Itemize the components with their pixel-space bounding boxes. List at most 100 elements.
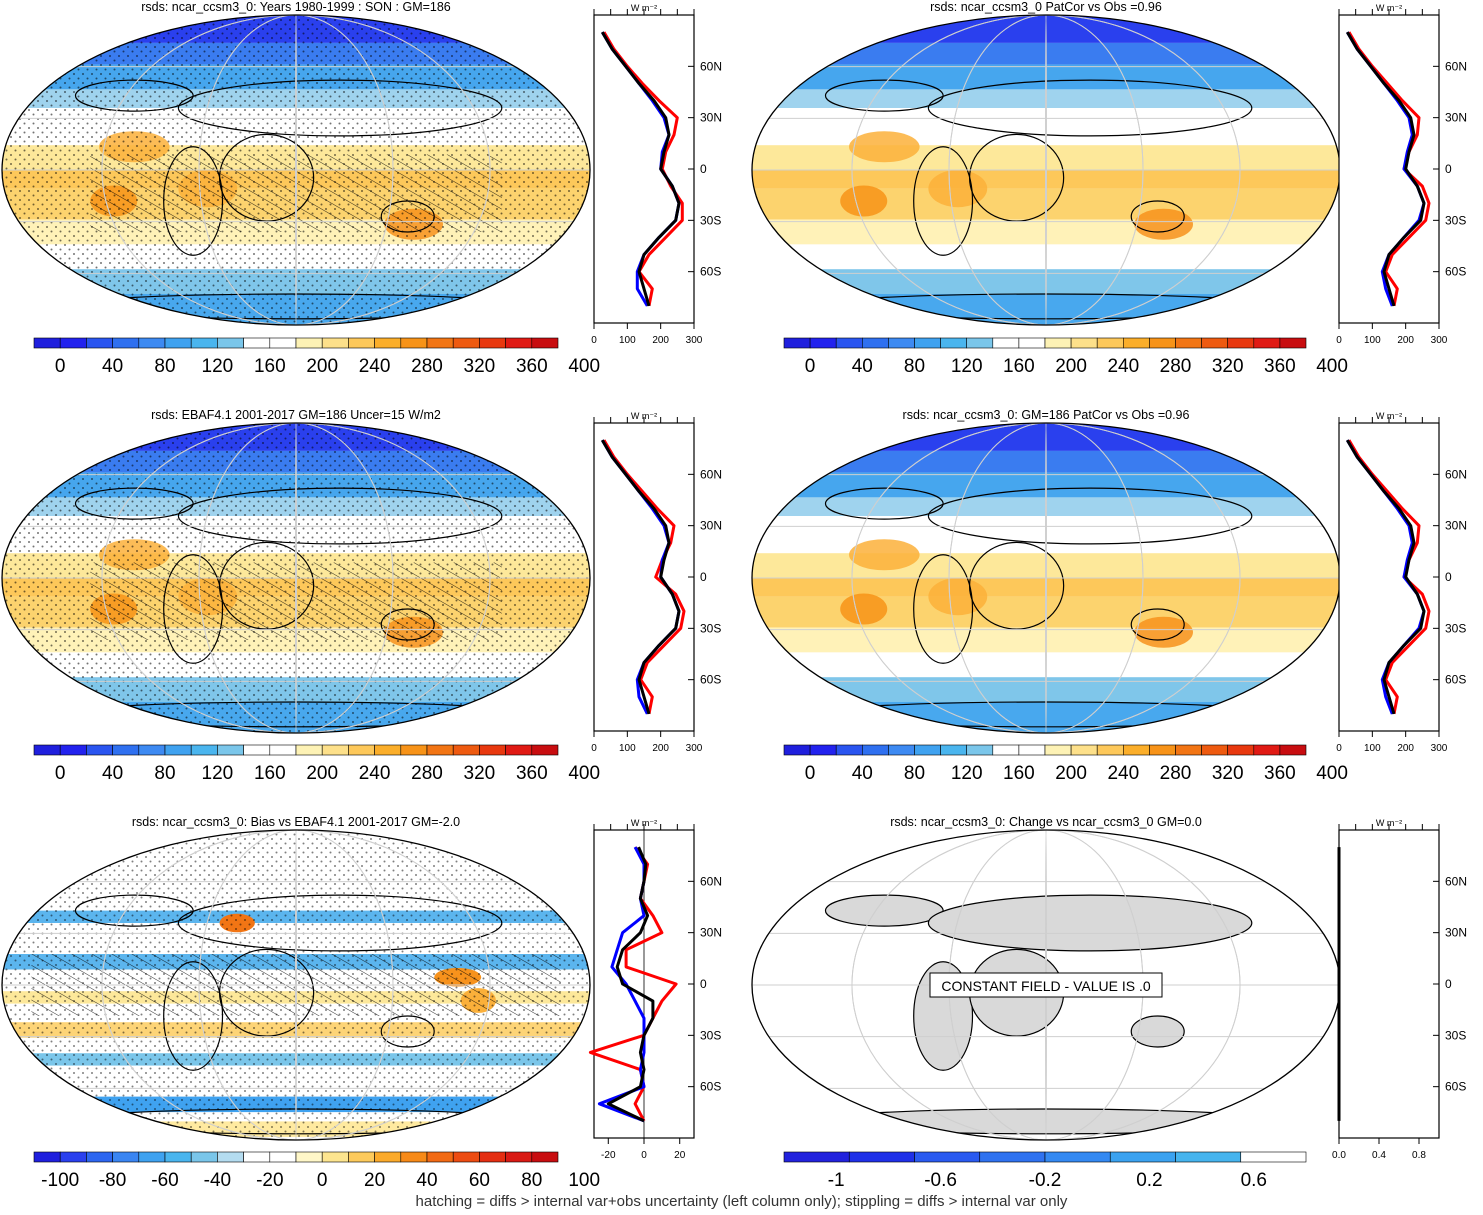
colorbar-segment bbox=[269, 744, 297, 756]
colorbar-segment bbox=[243, 744, 271, 756]
zonal-profile: W m⁻² 60N 30N 0 30S 60S 0 100 200 300 bbox=[591, 411, 722, 754]
colorbar-label: 200 bbox=[1055, 763, 1087, 784]
profile-x-label: 100 bbox=[1364, 335, 1381, 346]
profile-unit: W m⁻² bbox=[1376, 411, 1402, 421]
colorbar-segment bbox=[138, 744, 166, 756]
map-panel: rsds: ncar_ccsm3_0: GM=186 PatCor vs Obs… bbox=[751, 408, 1341, 734]
colorbar-segment bbox=[1175, 744, 1202, 756]
colorbar-segment bbox=[190, 1151, 218, 1163]
graticule-meridian bbox=[295, 423, 297, 733]
colorbar-segment bbox=[295, 744, 323, 756]
map-fill-group bbox=[2, 15, 590, 325]
graticule-meridian bbox=[948, 423, 1144, 733]
continent-outline bbox=[1130, 608, 1185, 641]
colorbar-segment bbox=[1044, 744, 1072, 756]
profile-lat-label: 60S bbox=[1445, 265, 1466, 279]
profile-lat-label: 60S bbox=[1445, 1080, 1466, 1094]
colorbar-segment bbox=[374, 1151, 402, 1163]
colorbar-label: 120 bbox=[951, 356, 983, 377]
colorbar-segment bbox=[1279, 744, 1307, 756]
colorbar-label: 240 bbox=[1107, 356, 1139, 377]
colorbar-segment bbox=[888, 744, 915, 756]
colorbar-label: 0 bbox=[805, 763, 816, 784]
colorbar-segment bbox=[138, 337, 166, 349]
colorbar-segment bbox=[33, 337, 61, 349]
colorbar: 0 40 80 120 160 200 240 280 320 360 400 bbox=[33, 744, 600, 784]
colorbar-segment bbox=[164, 1151, 192, 1163]
profile-unit: W m⁻² bbox=[631, 818, 657, 828]
colorbar-label: 400 bbox=[568, 763, 600, 784]
colorbar-segment bbox=[426, 337, 454, 349]
graticule-meridian bbox=[198, 423, 394, 733]
profile-lat-label: 60S bbox=[700, 673, 721, 687]
profile-x-label: 300 bbox=[686, 743, 703, 754]
colorbar-label: 240 bbox=[1107, 763, 1139, 784]
colorbar: -1 -0.6 -0.2 0.2 0.6 bbox=[783, 1151, 1307, 1191]
profile-series-line bbox=[1346, 439, 1426, 715]
colorbar-segment bbox=[505, 744, 533, 756]
zonal-profile: W m⁻² 60N 30N 0 30S 60S 0 100 200 300 bbox=[1336, 3, 1467, 346]
profile-unit: W m⁻² bbox=[1376, 818, 1402, 828]
colorbar-segment bbox=[531, 744, 559, 756]
colorbar-label: -20 bbox=[256, 1170, 283, 1191]
profile-x-label: 0 bbox=[591, 335, 597, 346]
colorbar-label: 160 bbox=[254, 356, 286, 377]
colorbar-label: 40 bbox=[102, 763, 123, 784]
colorbar-label: 40 bbox=[102, 356, 123, 377]
colorbar-segment bbox=[321, 1151, 349, 1163]
colorbar-segment bbox=[940, 744, 967, 756]
profile-x-label: 100 bbox=[619, 743, 636, 754]
colorbar-label: -0.2 bbox=[1029, 1170, 1062, 1191]
map-fill-group bbox=[752, 423, 1340, 733]
continent-outline bbox=[927, 894, 1253, 952]
colorbar-segment bbox=[1109, 1151, 1176, 1163]
colorbar-segment bbox=[59, 337, 87, 349]
map-anomaly-blob bbox=[840, 593, 888, 625]
zonal-profile: W m⁻² 60N 30N 0 30S 60S 0.0 0.4 0.8 bbox=[1332, 818, 1467, 1161]
profile-frame bbox=[593, 14, 695, 324]
continent-outline bbox=[380, 200, 435, 233]
colorbar-segment bbox=[1123, 744, 1150, 756]
colorbar-label: 160 bbox=[1003, 763, 1035, 784]
colorbar-segment bbox=[505, 337, 533, 349]
map-panel: rsds: ncar_ccsm3_0 PatCor vs Obs =0.96 bbox=[751, 0, 1341, 326]
colorbar-segment bbox=[400, 1151, 428, 1163]
colorbar-label: 320 bbox=[464, 763, 496, 784]
profile-x-label: 0.8 bbox=[1412, 1150, 1426, 1161]
colorbar-label: -40 bbox=[204, 1170, 231, 1191]
map-fill-group bbox=[2, 830, 590, 1140]
colorbar-label: 320 bbox=[464, 356, 496, 377]
colorbar-label: -80 bbox=[99, 1170, 126, 1191]
colorbar-segment bbox=[1070, 337, 1098, 349]
colorbar-segment bbox=[1253, 337, 1281, 349]
profile-lat-label: 60N bbox=[1445, 467, 1467, 481]
continent-outline bbox=[218, 133, 315, 222]
profile-x-label: 300 bbox=[1431, 335, 1448, 346]
colorbar-segment bbox=[426, 744, 454, 756]
profile-lat-label: 30N bbox=[700, 519, 722, 533]
colorbar-label: 40 bbox=[852, 763, 873, 784]
colorbar-label: 60 bbox=[469, 1170, 490, 1191]
profile-x-label: -20 bbox=[601, 1150, 616, 1161]
map-panel: rsds: ncar_ccsm3_0: Bias vs EBAF4.1 2001… bbox=[1, 815, 591, 1141]
colorbar-segment bbox=[452, 744, 480, 756]
map-border bbox=[1, 422, 591, 734]
profile-x-label: 300 bbox=[1431, 743, 1448, 754]
colorbar-segment bbox=[1123, 337, 1150, 349]
colorbar-segment bbox=[112, 744, 140, 756]
graticule-meridian bbox=[295, 15, 297, 325]
graticule-meridian bbox=[101, 15, 491, 325]
colorbar-segment bbox=[809, 744, 837, 756]
continent-outline bbox=[913, 146, 974, 256]
colorbar-label: 80 bbox=[154, 356, 175, 377]
graticule-meridian bbox=[948, 15, 1144, 325]
colorbar-label: 200 bbox=[306, 356, 338, 377]
colorbar-segment bbox=[505, 1151, 533, 1163]
colorbar-segment bbox=[243, 337, 271, 349]
map-border bbox=[1, 14, 591, 326]
colorbar-label: 360 bbox=[1264, 356, 1296, 377]
colorbar-label: 280 bbox=[411, 763, 443, 784]
graticule-meridian bbox=[101, 830, 491, 1140]
profile-lat-label: 30N bbox=[700, 926, 722, 940]
colorbar-segment bbox=[1175, 337, 1202, 349]
